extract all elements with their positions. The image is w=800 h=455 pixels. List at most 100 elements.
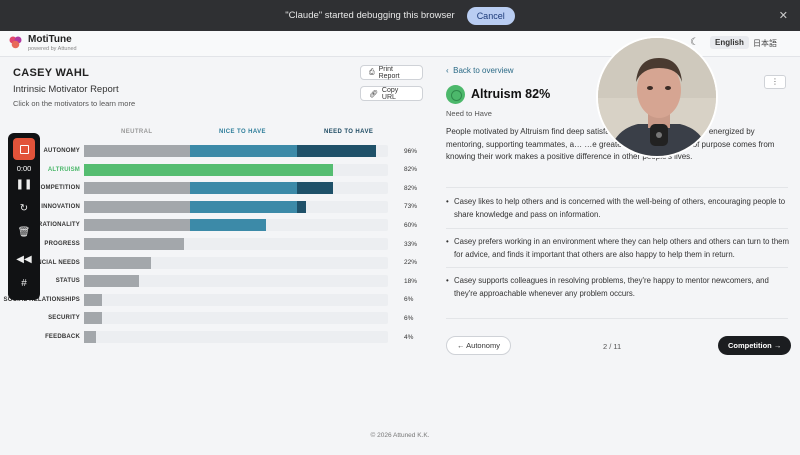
chart-bar-selected <box>84 163 334 176</box>
chart-bar-track <box>84 331 388 343</box>
report-hint: Click on the motivators to learn more <box>13 99 136 108</box>
webcam-overlay[interactable] <box>596 36 718 158</box>
chart-bar-track <box>84 293 388 306</box>
detail-description: People motivated by Altruism find deep s… <box>446 127 775 161</box>
chart-bar-track <box>84 182 388 195</box>
chart-category-label: SOCIAL RELATIONSHIPS <box>3 296 80 303</box>
copy-url-label: Copy URL <box>381 86 399 101</box>
chart-row-innovation[interactable]: INNOVATION 73% <box>0 200 430 213</box>
app-name: MotiTune <box>28 34 72 45</box>
chart-bar-neutral-segment <box>84 256 151 269</box>
chart-bar-neutral-segment <box>84 219 191 232</box>
chart-row-financial-needs[interactable]: FINANCIAL NEEDS 22% <box>0 256 430 269</box>
chart-row-security[interactable]: SECURITY 6% <box>0 312 430 325</box>
chart-bar-neutral-segment <box>84 200 191 213</box>
back-label: Back to overview <box>453 66 514 75</box>
chart-row-status[interactable]: STATUS 18% <box>0 275 430 288</box>
close-icon[interactable]: ✕ <box>778 10 788 22</box>
chart-bar-neutral-segment <box>84 275 139 288</box>
next-motivator-button[interactable]: Competition → <box>718 336 792 355</box>
chart-value-label: 82% <box>404 166 418 174</box>
detail-bullet: Casey prefers working in an environment … <box>446 236 790 261</box>
chart-category-label: COMPETITION <box>36 185 80 192</box>
moon-icon[interactable]: ☾ <box>690 37 699 48</box>
person-name: CASEY WAHL <box>13 67 90 79</box>
chart-row-social-relationships[interactable]: SOCIAL RELATIONSHIPS 6% <box>0 293 430 306</box>
chart-row-rationality[interactable]: RATIONALITY 60% <box>0 219 430 232</box>
lang-japanese-button[interactable]: 日本語 <box>753 39 777 48</box>
chart-category-label: ALTRUISM <box>47 166 80 173</box>
chart-bar-track <box>84 200 388 213</box>
grid-icon[interactable]: # <box>21 278 27 289</box>
chart-category-label: STATUS <box>55 278 80 285</box>
chart-bar-nice-segment <box>190 145 297 157</box>
link-icon: 🔗︎ <box>369 90 378 98</box>
chart-bar-track <box>84 312 388 325</box>
chart-value-label: 73% <box>404 203 418 211</box>
chart-bar-track <box>84 275 388 288</box>
detail-bullet: Casey supports colleagues in resolving p… <box>446 275 790 300</box>
previous-motivator-button[interactable]: ← Autonomy <box>446 336 511 355</box>
chart-value-label: 6% <box>404 296 414 304</box>
lang-english-button[interactable]: English <box>710 36 749 49</box>
stop-recording-button[interactable] <box>13 138 35 160</box>
chart-bar-nice-segment <box>190 182 297 195</box>
chart-row-competition[interactable]: COMPETITION 82% <box>0 182 430 195</box>
chart-row-autonomy[interactable]: AUTONOMY 96% <box>0 145 430 157</box>
restart-icon[interactable]: ↻ <box>19 203 29 214</box>
chart-bar-track <box>84 219 388 232</box>
chart-category-label: RATIONALITY <box>37 222 80 229</box>
more-options-icon[interactable]: ⋮ <box>764 75 786 89</box>
print-report-button[interactable]: ⎙ Print Report <box>360 65 423 80</box>
webcam-person-image <box>598 38 716 156</box>
chart-bar-track <box>84 163 388 176</box>
chart-value-label: 82% <box>404 184 418 192</box>
chart-bar-track <box>84 256 388 269</box>
stop-icon <box>19 144 29 154</box>
back-to-overview-link[interactable]: ‹ Back to overview <box>446 66 514 75</box>
logo-icon <box>9 36 22 49</box>
column-header-nice-to-have: NICE TO HAVE <box>219 129 266 135</box>
divider <box>446 267 788 268</box>
printer-icon: ⎙ <box>369 68 375 76</box>
column-header-need-to-have: NEED TO HAVE <box>324 129 374 135</box>
rewind-icon[interactable]: ◀◀ <box>16 254 32 265</box>
trash-icon[interactable]: 🗑︎ <box>17 227 31 238</box>
chart-category-label: SECURITY <box>48 315 80 322</box>
chart-row-feedback[interactable]: FEEDBACK 4% <box>0 331 430 343</box>
divider <box>446 187 788 188</box>
app-tagline: powered by Attuned <box>28 46 77 52</box>
chart-category-label: FINANCIAL NEEDS <box>22 259 80 266</box>
chart-category-label: FEEDBACK <box>45 334 80 340</box>
chart-value-label: 96% <box>404 147 418 155</box>
chart-row-progress[interactable]: PROGRESS 33% <box>0 238 430 250</box>
chart-bar-nice-segment <box>190 219 267 232</box>
chart-bar-nice-segment <box>190 200 297 213</box>
recording-time: 0:00 <box>16 164 32 173</box>
chart-value-label: 33% <box>404 240 418 248</box>
detail-level: Need to Have <box>446 109 492 118</box>
debug-banner: "Claude" started debugging this browser … <box>0 0 800 31</box>
chart-bar-track <box>84 145 388 157</box>
chart-bar-neutral-segment <box>84 312 103 325</box>
chart-category-label: PROGRESS <box>44 241 80 247</box>
chart-bar-need-segment <box>296 182 334 195</box>
page-indicator: 2 / 11 <box>603 342 622 351</box>
detail-title: Altruism 82% <box>471 87 551 101</box>
chart-bar-neutral-segment <box>84 182 191 195</box>
pause-icon[interactable]: ❚❚ <box>15 179 33 190</box>
chart-bar-neutral-segment <box>84 238 185 250</box>
chart-bar-track <box>84 238 388 250</box>
footer-copyright: © 2026 Attuned K.K. <box>370 432 430 439</box>
cancel-debug-button[interactable]: Cancel <box>466 6 515 25</box>
chart-category-label: INNOVATION <box>41 203 80 210</box>
copy-url-button[interactable]: 🔗︎ Copy URL <box>360 86 423 101</box>
debug-message: "Claude" started debugging this browser <box>285 10 455 21</box>
chart-bar-neutral-segment <box>84 293 103 306</box>
altruism-icon <box>446 85 465 104</box>
divider <box>446 228 788 229</box>
chart-row-altruism[interactable]: ALTRUISM 82% <box>0 163 430 176</box>
chart-bar-need-segment <box>296 145 376 157</box>
divider <box>446 318 788 319</box>
chart-value-label: 4% <box>404 333 414 341</box>
